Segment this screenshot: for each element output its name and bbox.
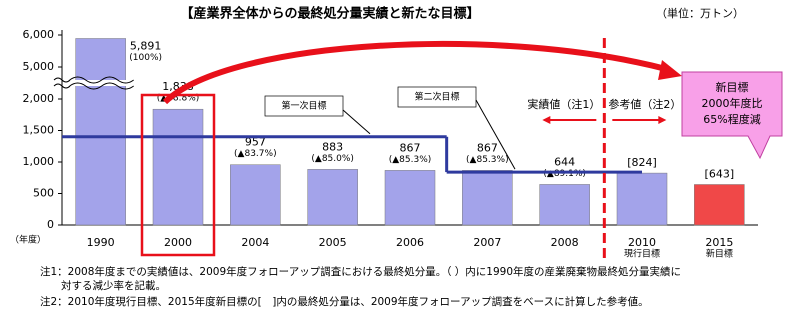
bar <box>230 164 281 226</box>
note: 注2：2010年度現行目標、2015年度新目標の[ ]内の最終処分量は、2009… <box>40 295 649 308</box>
x-sub-label: 現行目標 <box>624 248 660 260</box>
unit: （単位：万トン） <box>656 6 744 20</box>
break-gap <box>74 80 127 86</box>
ratio-label: (100%) <box>129 53 162 63</box>
x-tick-label: 2010 <box>628 236 656 249</box>
y-tick-label: 6,000 <box>23 28 55 41</box>
ratio-label: (▲85.3%) <box>389 155 432 165</box>
x-sub-label: 新目標 <box>706 248 733 260</box>
y-tick-label: 500 <box>33 187 54 200</box>
curved-arrow <box>162 41 671 105</box>
x-tick-label: 2000 <box>164 236 192 249</box>
x-tick-label: 2015 <box>705 236 733 249</box>
y-tick-label: 1,500 <box>23 124 55 137</box>
arrow-head <box>658 116 667 124</box>
value-label: 867 <box>400 141 421 154</box>
value-label: [643] <box>705 167 735 180</box>
ratio-label: (▲68.8%) <box>157 94 200 104</box>
callout-text: 2000年度比 <box>702 96 763 110</box>
x-axis-label: （年度） <box>10 234 46 246</box>
arrow-head <box>542 116 551 124</box>
label-box <box>397 86 477 108</box>
x-tick-label: 2006 <box>396 236 424 249</box>
x-tick-label: 2004 <box>241 236 269 249</box>
value-label: 957 <box>245 136 266 149</box>
section-label: 実績値（注1） <box>527 97 600 111</box>
y-tick-label: 5,000 <box>23 60 55 73</box>
bar <box>307 169 358 226</box>
chart-title: 【産業界全体からの最終処分量実績と新たな目標】 <box>180 6 479 22</box>
bar <box>384 170 436 226</box>
value-label: 867 <box>477 141 498 154</box>
break-mark <box>69 76 134 84</box>
x-tick-label: 2008 <box>551 236 579 249</box>
ratio-label: (▲89.1%) <box>543 169 586 179</box>
label-box <box>264 95 344 117</box>
note: 対する減少率を記載。 <box>40 279 166 292</box>
target-label: 第二次目標 <box>414 91 459 103</box>
break-mark <box>53 77 71 83</box>
callout-box <box>681 71 783 160</box>
note: 注1：2008年度までの実績値は、2009年度フォローアップ調査における最終処分… <box>40 265 681 278</box>
ratio-label: (▲85.0%) <box>311 154 354 164</box>
pointer <box>342 109 371 135</box>
y-tick-label: 0 <box>47 218 54 231</box>
section-label: 参考値（注2） <box>608 97 681 111</box>
ratio-label: (▲83.7%) <box>234 149 277 159</box>
x-tick-label: 2005 <box>319 236 347 249</box>
curved-arrow-head <box>658 60 682 80</box>
break-mark <box>53 83 71 89</box>
value-label: 644 <box>554 155 575 168</box>
callout-text: 新目標 <box>716 80 749 94</box>
value-label: 883 <box>322 140 343 153</box>
ratio-label: (▲85.3%) <box>466 155 509 165</box>
bar <box>616 172 668 226</box>
bar <box>75 38 126 226</box>
pointer <box>475 99 516 170</box>
bar <box>539 184 590 226</box>
bar <box>694 184 745 226</box>
value-label: 5,891 <box>130 39 162 52</box>
bar <box>152 108 204 226</box>
x-tick-label: 1990 <box>87 236 115 249</box>
x-tick-label: 2007 <box>473 236 501 249</box>
y-tick-label: 1,000 <box>23 155 55 168</box>
callout-text: 65%程度減 <box>703 112 760 126</box>
bar <box>462 170 513 226</box>
y-tick-label: 2,000 <box>23 92 55 105</box>
target-label: 第一次目標 <box>281 100 326 112</box>
value-label: [824] <box>627 156 657 169</box>
break-mark <box>69 82 134 90</box>
